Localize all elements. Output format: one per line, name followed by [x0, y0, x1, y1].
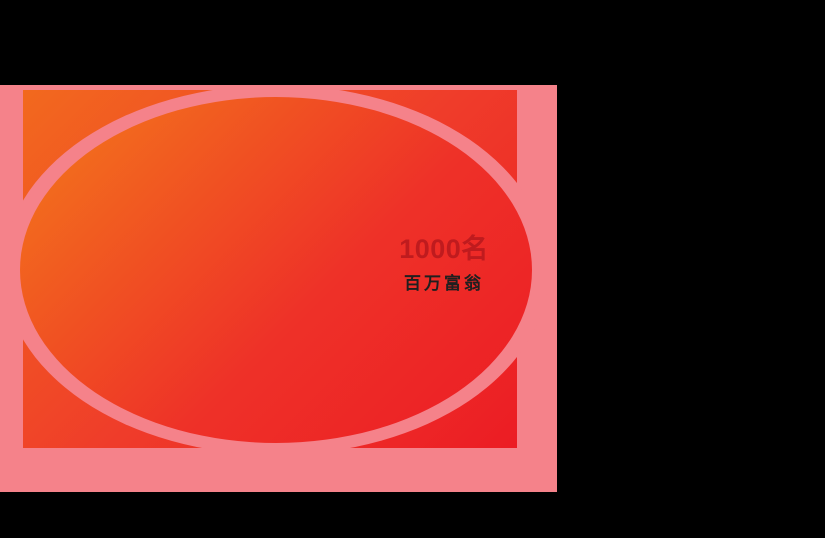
prize-text-block: 1000名 百万富翁 — [364, 234, 524, 294]
winner-count-text: 1000名 — [399, 234, 489, 264]
gradient-ellipse — [20, 97, 532, 443]
winner-title-text: 百万富翁 — [404, 274, 484, 293]
